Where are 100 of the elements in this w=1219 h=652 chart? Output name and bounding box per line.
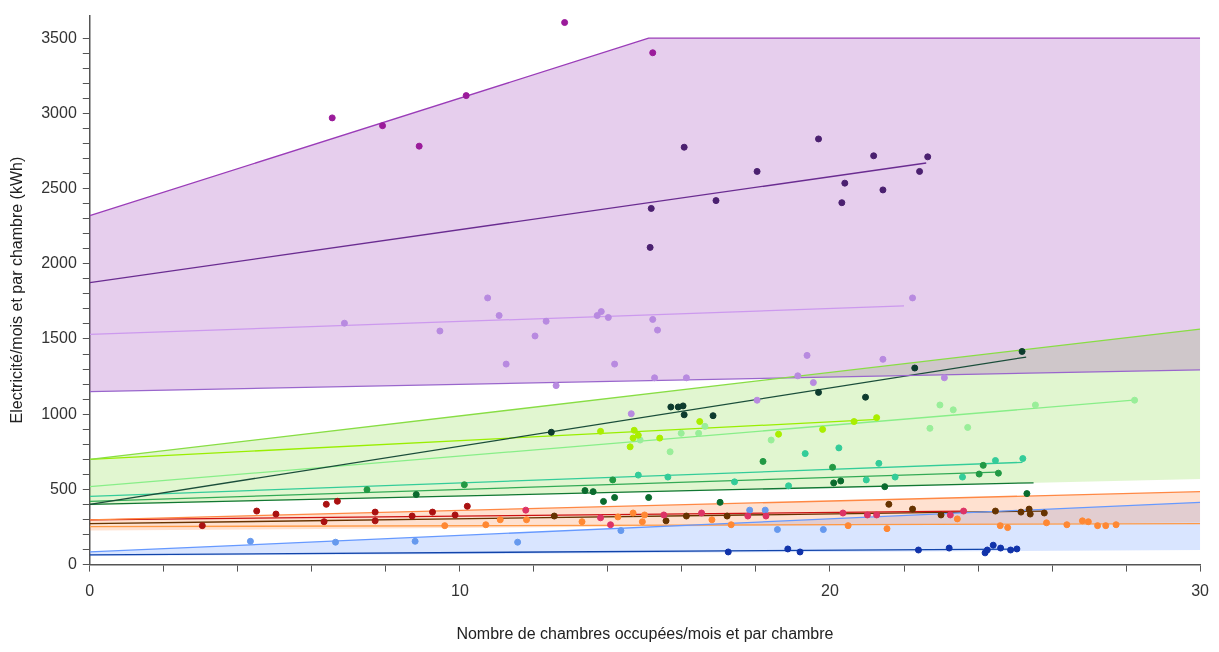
point [979,461,987,469]
point [617,527,625,535]
point [664,473,672,481]
point [1031,401,1039,409]
point [724,548,732,556]
point [996,522,1004,530]
point [862,393,870,401]
point [727,521,735,529]
point [850,418,858,426]
point [589,488,597,496]
point [997,544,1005,552]
point [581,487,589,495]
point [881,483,889,491]
point [484,294,492,302]
point [607,521,615,529]
point [1084,518,1092,526]
point [332,538,340,546]
point [837,477,845,485]
point [593,312,601,320]
point [451,511,459,519]
point [879,355,887,363]
point [801,450,809,458]
point [630,426,638,434]
point [914,546,922,554]
point [634,471,642,479]
point [656,434,664,442]
point [662,517,670,525]
point [1102,522,1110,530]
point [667,403,675,411]
point [614,513,622,521]
point [363,486,371,494]
point [991,507,999,515]
point [994,469,1002,477]
point [975,470,983,478]
point [597,308,605,316]
point [698,509,706,517]
point [815,388,823,396]
point [495,312,503,320]
point [660,511,668,519]
point [989,541,997,549]
point [911,364,919,372]
point [379,122,387,130]
point [677,429,685,437]
point [320,518,328,526]
x-tick-label: 10 [451,581,469,599]
point [716,498,724,506]
point [723,512,731,520]
point [578,518,586,526]
point [775,430,783,438]
point [682,512,690,520]
point [829,463,837,471]
point [611,360,619,368]
point [746,506,754,514]
point [522,506,530,514]
point [862,476,870,484]
point [253,507,261,515]
point [1040,509,1048,517]
point [964,423,972,431]
y-tick-label: 500 [50,479,77,497]
x-tick-label: 20 [821,581,839,599]
point [649,49,657,57]
point [940,374,948,382]
point [649,315,657,323]
point [679,402,687,410]
point [1023,490,1031,498]
point [1131,396,1139,404]
point [550,512,558,520]
point [415,142,423,150]
y-tick-label: 2500 [41,178,77,196]
point [945,544,953,552]
point [604,313,612,321]
point [531,332,539,340]
point [936,401,944,409]
point [879,186,887,194]
point [547,428,555,436]
point [835,444,843,452]
point [552,382,560,390]
y-axis-title: Electricité/mois et par chambre (kWh) [8,156,26,424]
point [916,167,924,175]
point [597,427,605,435]
point [696,418,704,426]
point [1094,522,1102,530]
point [641,511,649,519]
point [937,511,945,519]
point [371,517,379,525]
point [1112,521,1120,529]
x-tick-label: 30 [1191,581,1210,599]
point [731,478,739,486]
point [441,522,449,530]
point [272,510,280,518]
point [322,500,330,508]
point [502,360,510,368]
point [1043,519,1051,527]
point [666,448,674,456]
point [695,429,703,437]
point [809,379,817,387]
point [953,515,961,523]
y-tick-label: 3500 [41,28,77,46]
point [949,406,957,414]
point [1013,545,1021,553]
